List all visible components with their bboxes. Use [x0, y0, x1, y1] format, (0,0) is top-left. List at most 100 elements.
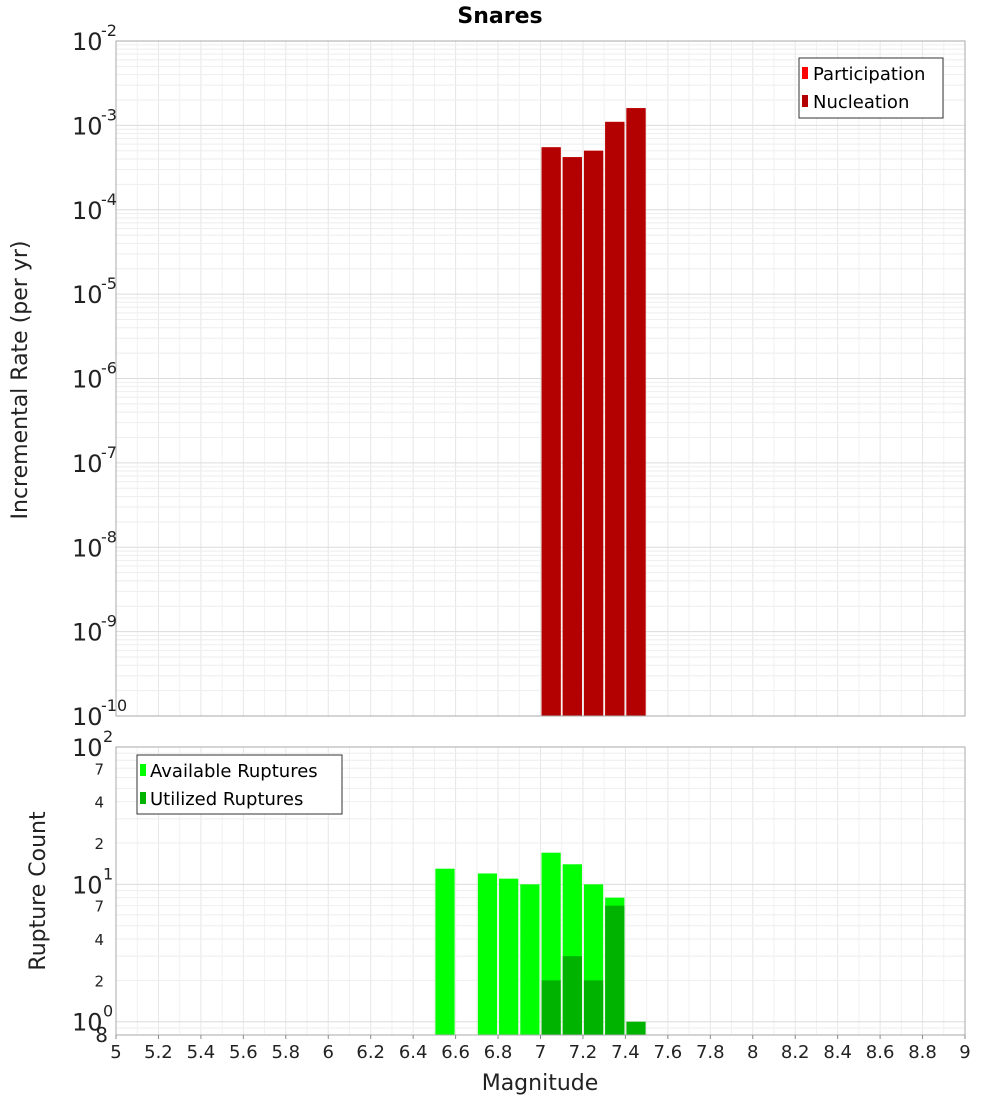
top-y-tick-label: 10-6 — [72, 359, 117, 394]
top-legend-box — [798, 57, 944, 119]
x-tick-label: 7.6 — [654, 1042, 683, 1063]
bottom-y-decade-exponent: 2 — [103, 727, 113, 746]
bar-available-ruptures-m6.55 — [435, 868, 455, 1035]
top-y-tick-exponent: -8 — [101, 527, 117, 546]
legend-swatch-participation — [802, 67, 808, 79]
top-y-tick-base: 10 — [72, 197, 103, 225]
top-y-tick-exponent: -3 — [101, 105, 117, 124]
top-plot-gridlines — [115, 41, 966, 717]
legend-swatch-utilized-ruptures — [140, 792, 146, 804]
bar-available-ruptures-m6.95 — [520, 884, 540, 1035]
x-tick-label: 6 — [323, 1042, 334, 1063]
bar-utilized-ruptures-m7.05 — [541, 980, 561, 1035]
chart-title: Snares — [457, 4, 542, 29]
top-y-tick-exponent: -6 — [101, 359, 117, 378]
x-tick-label: 9 — [959, 1042, 970, 1063]
top-plot-frame — [115, 40, 966, 717]
bar-nucleation-m7.25 — [583, 150, 604, 716]
bottom-y-axis-title: Rupture Count — [26, 811, 51, 971]
x-tick-label: 5.6 — [229, 1042, 258, 1063]
bottom-y-tick-minor: 2 — [94, 972, 104, 990]
legend-label-nucleation: Nucleation — [813, 92, 909, 113]
x-tick-label: 7.4 — [611, 1042, 640, 1063]
bar-utilized-ruptures-m7.45 — [626, 1021, 646, 1035]
top-y-tick-label: 10-7 — [72, 443, 117, 478]
bar-utilized-ruptures-m7.25 — [583, 980, 604, 1035]
x-tick-label: 5.2 — [144, 1042, 173, 1063]
bottom-y-decade-label: 10 0 — [72, 1002, 113, 1037]
bottom-y-decade-exponent: 0 — [103, 1002, 113, 1021]
bar-utilized-ruptures-m7.15 — [562, 956, 582, 1035]
bottom-y-min-label: 8 — [95, 1023, 108, 1047]
top-y-tick-label: 10-10 — [72, 696, 127, 731]
x-tick-label: 7.2 — [569, 1042, 598, 1063]
top-y-axis-title: Incremental Rate (per yr) — [8, 241, 33, 520]
x-tick-label: 8.8 — [908, 1042, 937, 1063]
bar-utilized-ruptures-m7.35 — [605, 905, 625, 1035]
top-y-tick-label: 10-9 — [72, 612, 117, 647]
x-tick-label: 7 — [535, 1042, 546, 1063]
legend-swatch-available-ruptures — [140, 764, 146, 776]
top-y-tick-label: 10-3 — [72, 105, 117, 140]
top-y-tick-label: 10-8 — [72, 527, 117, 562]
top-y-tick-base: 10 — [72, 28, 103, 56]
bar-nucleation-m7.05 — [541, 147, 561, 717]
top-plot-bars — [541, 108, 646, 717]
legend-label-available-ruptures: Available Ruptures — [150, 761, 318, 782]
bottom-y-decade-base: 10 — [72, 871, 103, 899]
bottom-y-decade-label: 10 1 — [72, 864, 113, 899]
bottom-legend-box — [136, 754, 343, 815]
top-y-tick-exponent: -10 — [101, 696, 127, 715]
x-tick-label: 8.2 — [781, 1042, 810, 1063]
top-y-tick-label: 10-5 — [72, 274, 117, 309]
top-y-tick-exponent: -7 — [101, 443, 117, 462]
top-y-tick-base: 10 — [72, 281, 103, 309]
top-y-tick-exponent: -5 — [101, 274, 117, 293]
top-y-tick-exponent: -2 — [101, 21, 117, 40]
bar-nucleation-m7.35 — [605, 121, 625, 716]
bottom-y-decade-exponent: 1 — [103, 864, 113, 883]
top-y-tick-label: 10-2 — [72, 21, 117, 56]
x-axis-title: Magnitude — [482, 1071, 599, 1096]
x-tick-label: 6.8 — [484, 1042, 513, 1063]
top-y-tick-base: 10 — [72, 366, 103, 394]
bar-available-ruptures-m6.75 — [477, 873, 498, 1035]
x-tick-label: 8 — [747, 1042, 758, 1063]
top-y-tick-exponent: -4 — [101, 190, 117, 209]
legend-swatch-nucleation — [802, 95, 808, 107]
x-tick-label: 7.8 — [696, 1042, 725, 1063]
bottom-legend: Available Ruptures Utilized Ruptures — [136, 754, 343, 815]
x-axis-ticks: 5 5.2 5.4 5.6 5.8 6 6.2 6.4 6.6 6.8 7 7.2 7.4 7.6 7.8 8… — [110, 1035, 971, 1063]
x-tick-label: 8.4 — [823, 1042, 852, 1063]
x-tick-label: 5.8 — [271, 1042, 300, 1063]
bar-available-ruptures-m6.85 — [499, 878, 519, 1035]
bottom-y-decade-base: 10 — [72, 734, 103, 762]
x-tick-label: 8.6 — [866, 1042, 895, 1063]
bar-nucleation-m7.45 — [626, 108, 646, 717]
bottom-y-tick-minor: 4 — [94, 931, 104, 949]
x-tick-label: 6.6 — [441, 1042, 470, 1063]
legend-label-utilized-ruptures: Utilized Ruptures — [150, 789, 303, 810]
top-y-tick-exponent: -9 — [101, 612, 117, 631]
bottom-y-tick-minor: 7 — [94, 760, 104, 778]
top-y-tick-base: 10 — [72, 534, 103, 562]
top-y-tick-base: 10 — [72, 450, 103, 478]
bottom-y-decade-base: 10 — [72, 1009, 103, 1037]
bottom-y-tick-minor: 2 — [94, 835, 104, 853]
x-tick-label: 5.4 — [187, 1042, 216, 1063]
bottom-y-decade-label: 10 2 — [72, 727, 113, 762]
x-tick-label: 6.4 — [399, 1042, 428, 1063]
top-y-tick-base: 10 — [72, 619, 103, 647]
bottom-y-tick-minor: 4 — [94, 794, 104, 812]
top-legend: Participation Nucleation — [798, 57, 944, 119]
top-y-tick-label: 10-4 — [72, 190, 117, 225]
bottom-y-tick-minor: 7 — [94, 898, 104, 916]
top-y-tick-base: 10 — [72, 112, 103, 140]
bottom-plot-bars — [435, 852, 646, 1035]
bar-nucleation-m7.15 — [562, 157, 582, 717]
x-tick-label: 5 — [110, 1042, 121, 1063]
x-tick-label: 6.2 — [356, 1042, 385, 1063]
